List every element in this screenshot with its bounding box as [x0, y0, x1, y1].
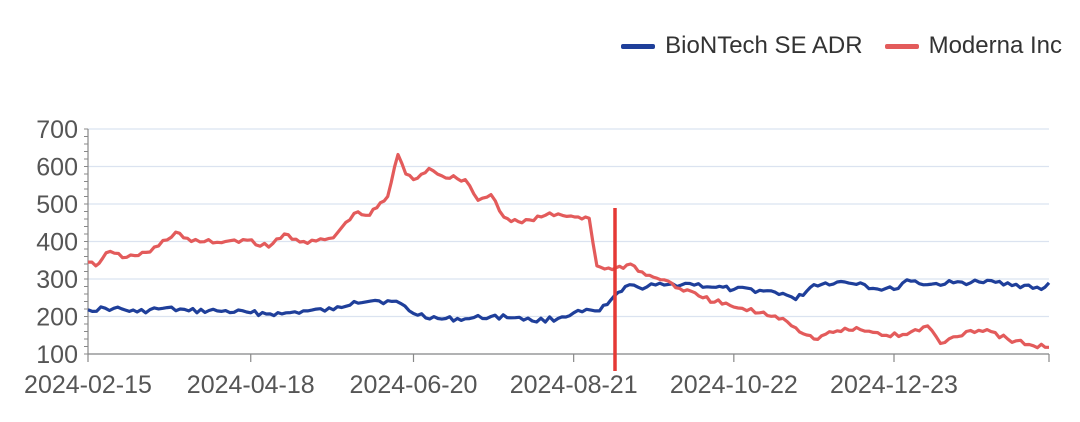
legend-label-moderna: Moderna Inc	[928, 32, 1062, 59]
y-tick-label: 700	[36, 116, 78, 144]
x-tick-label: 2024-12-23	[830, 371, 958, 399]
series-line-biontech-se-adr	[87, 278, 1051, 324]
y-tick-label: 400	[36, 229, 78, 257]
x-tick-label: 2024-10-22	[670, 371, 798, 399]
y-tick-label: 100	[36, 341, 78, 369]
y-tick-label: 300	[36, 266, 78, 294]
x-tick-label: 2024-04-18	[187, 371, 315, 399]
x-tick-label: 2024-02-15	[24, 371, 152, 399]
legend-item-biontech[interactable]: BioNTech SE ADR	[621, 32, 863, 60]
x-tick-label: 2024-08-21	[510, 371, 638, 399]
legend-swatch-biontech	[621, 43, 656, 49]
y-tick-label: 200	[36, 304, 78, 332]
y-tick-label: 500	[36, 191, 78, 219]
legend-label-biontech: BioNTech SE ADR	[665, 32, 863, 59]
legend-swatch-moderna	[884, 43, 919, 49]
x-tick-label: 2024-06-20	[350, 371, 478, 399]
y-tick-label: 600	[36, 154, 78, 182]
legend: BioNTech SE ADR Moderna Inc	[621, 32, 1062, 60]
series-line-moderna-inc	[88, 152, 1049, 350]
legend-item-moderna[interactable]: Moderna Inc	[884, 32, 1062, 60]
